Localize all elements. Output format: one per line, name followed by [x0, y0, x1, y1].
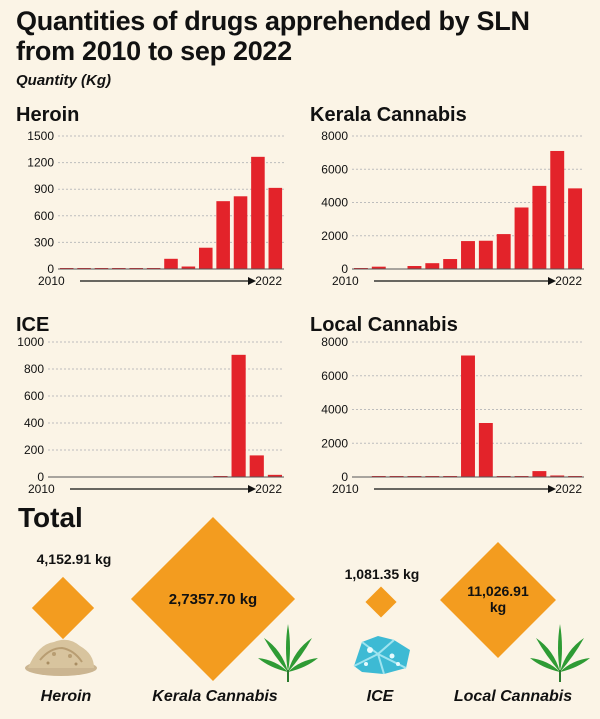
y-tick-label: 0: [341, 262, 348, 276]
local-cannabis-bar-chart: 0 2000 4000 6000 8000 2010 2022: [321, 335, 584, 496]
heroin-chart-panel: Heroin 0 300 600 900 1200 1500 2010 2022: [16, 104, 288, 300]
timeline-arrowhead: [248, 485, 256, 493]
bar-2017: [478, 423, 493, 477]
kerala-cannabis-total-label: Kerala Cannabis: [152, 688, 278, 705]
bar-2018: [496, 234, 511, 269]
timeline-arrowhead: [548, 485, 556, 493]
heroin-powder-icon: [25, 639, 97, 676]
y-tick-label: 1200: [27, 156, 54, 170]
x-end-label: 2022: [255, 482, 282, 496]
y-tick-label: 0: [37, 470, 44, 484]
bar-2020: [233, 196, 248, 269]
y-tick-label: 300: [34, 235, 54, 249]
x-start-label: 2010: [38, 274, 65, 288]
kerala-cannabis-total-value: 2,7357.70 kg: [168, 591, 258, 608]
y-tick-label: 8000: [321, 129, 348, 143]
bar-2011: [371, 266, 386, 269]
cannabis-leaf-icon: [530, 624, 590, 682]
bar-2021: [249, 455, 264, 477]
y-tick-label: 8000: [321, 335, 348, 349]
ice-crystal-icon: [353, 636, 410, 675]
y-tick-label: 4000: [321, 196, 348, 210]
heroin-total-value: 4,152.91 kg: [36, 551, 112, 567]
heroin-total-diamond: [31, 576, 95, 640]
y-tick-label: 900: [34, 182, 54, 196]
kerala-cannabis-bar-chart: 0 2000 4000 6000 8000 2010 2022: [321, 129, 584, 288]
y-tick-label: 2000: [321, 436, 348, 450]
bar-2014: [425, 263, 440, 269]
page-title: Quantities of drugs apprehended by SLN f…: [16, 6, 530, 66]
heroin-total-label: Heroin: [40, 688, 92, 705]
bar-2020: [231, 354, 246, 477]
y-tick-label: 4000: [321, 403, 348, 417]
x-start-label: 2010: [332, 482, 359, 496]
totals-heading: Total: [18, 502, 83, 533]
cannabis-leaf-icon: [258, 624, 318, 682]
local-cannabis-total-value: 11,026.91 kg: [438, 583, 558, 615]
y-tick-label: 2000: [321, 229, 348, 243]
page-subtitle: Quantity (Kg): [16, 72, 111, 89]
x-start-label: 2010: [28, 482, 55, 496]
local-cannabis-chart-panel: Local Cannabis 0 2000 4000 6000 8000 2010 2022: [310, 314, 588, 500]
y-tick-label: 0: [47, 262, 54, 276]
kerala-cannabis-chart-panel: Kerala Cannabis 0 2000 4000 6000 8000 2010 202…: [310, 104, 588, 300]
bar-2021: [550, 475, 565, 477]
y-tick-label: 600: [24, 389, 44, 403]
ice-total-value: 1,081.35 kg: [344, 566, 420, 582]
bar-2020: [532, 471, 547, 477]
bar-2019: [514, 207, 529, 269]
ice-bar-chart: 0 200 400 600 800 1000 2010 2022: [17, 335, 284, 496]
bar-2022: [568, 188, 583, 269]
bar-2017: [181, 266, 196, 269]
x-end-label: 2022: [555, 482, 582, 496]
x-end-label: 2022: [555, 274, 582, 288]
y-tick-label: 600: [34, 209, 54, 223]
bar-2016: [461, 241, 475, 269]
y-tick-label: 6000: [321, 162, 348, 176]
ice-total-label: ICE: [366, 688, 394, 705]
local-cannabis-total-value-unit: kg: [489, 599, 507, 615]
bar-2022: [268, 187, 283, 269]
bar-2021: [550, 150, 565, 269]
y-tick-label: 0: [341, 470, 348, 484]
bar-2020: [532, 185, 547, 269]
heroin-bar-chart: 0 300 600 900 1200 1500 2010 2022: [27, 129, 284, 288]
bar-2016: [461, 355, 475, 477]
kerala-cannabis-chart-title: Kerala Cannabis: [310, 104, 467, 126]
y-tick-label: 1500: [27, 129, 54, 143]
y-tick-label: 200: [24, 443, 44, 457]
ice-chart-panel: ICE 0 200 400 600 800 1000 2010 2022: [16, 314, 288, 500]
ice-total-diamond: [365, 586, 397, 618]
bar-2015: [443, 259, 458, 269]
y-tick-label: 800: [24, 362, 44, 376]
bar-2022: [267, 474, 283, 477]
timeline-arrowhead: [548, 277, 556, 285]
local-cannabis-chart-title: Local Cannabis: [310, 314, 458, 336]
x-start-label: 2010: [332, 274, 359, 288]
timeline-arrowhead: [248, 277, 256, 285]
bar-2016: [164, 258, 178, 269]
y-tick-label: 6000: [321, 369, 348, 383]
bar-2013: [407, 266, 422, 269]
bar-2019: [216, 201, 230, 269]
x-end-label: 2022: [255, 274, 282, 288]
local-cannabis-total-label: Local Cannabis: [453, 688, 573, 705]
local-cannabis-total-value-number: 11,026.91: [467, 583, 529, 599]
heroin-chart-title: Heroin: [16, 104, 80, 126]
bar-2017: [478, 240, 493, 269]
ice-chart-title: ICE: [16, 314, 50, 336]
y-tick-label: 1000: [17, 335, 44, 349]
bar-2018: [198, 247, 213, 269]
y-tick-label: 400: [24, 416, 44, 430]
bar-2021: [251, 156, 265, 269]
